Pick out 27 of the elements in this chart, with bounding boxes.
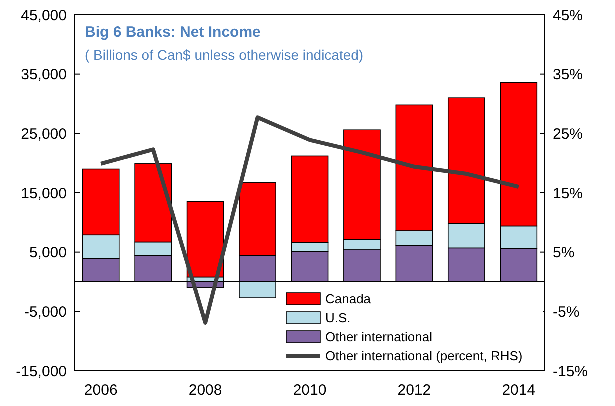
x-tick-label: 2008 [188, 382, 222, 399]
legend-label: Other international [326, 330, 433, 345]
y2-tick-label: 5% [553, 244, 575, 262]
x-tick-label: 2014 [502, 382, 536, 399]
y-tick-label: 5,000 [29, 244, 67, 262]
x-tick-label: 2006 [84, 382, 118, 399]
y2-tick-label: 45% [553, 7, 584, 24]
y-tick-label: -15,000 [16, 363, 67, 380]
legend-label: Canada [326, 292, 372, 307]
y2-tick-label: 15% [553, 185, 584, 202]
x-tick-label: 2010 [293, 382, 327, 399]
y2-tick-label: 35% [553, 66, 584, 84]
text: Big 6 Banks: Net Income [85, 24, 261, 41]
bar [186, 202, 224, 278]
y-tick-label: -5,000 [24, 304, 67, 321]
y2-tick-label: -15% [553, 363, 588, 380]
y-tick-label: 35,000 [21, 66, 67, 84]
line-series [99, 116, 521, 325]
y-tick-label: 15,000 [21, 185, 67, 202]
legend-label: U.S. [326, 310, 351, 326]
y2-tick-label: 25% [553, 126, 584, 143]
x-tick-label: 2012 [398, 382, 432, 399]
text: ( Billions of Can$ unless otherwise indicated) [85, 47, 364, 63]
y2-tick-label: -5% [553, 304, 580, 321]
legend-label: Other international (percent, RHS) [326, 348, 523, 364]
y-tick-label: 25,000 [21, 126, 67, 143]
y-tick-label: 45,000 [21, 7, 67, 24]
